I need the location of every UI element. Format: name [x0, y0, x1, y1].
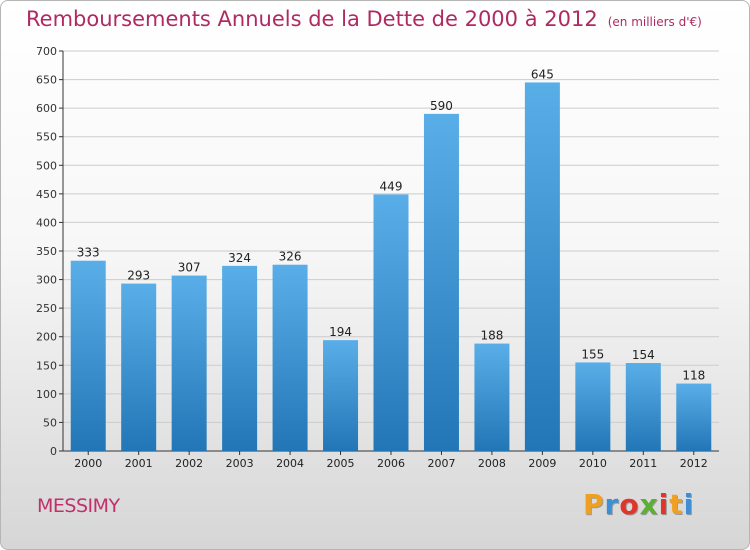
y-tick-label: 200	[36, 331, 57, 344]
data-label: 307	[178, 261, 201, 275]
bar	[625, 363, 661, 451]
chart-title-text: Remboursements Annuels de la Dette de 20…	[26, 7, 598, 31]
bar	[373, 194, 409, 451]
x-tick-label: 2010	[579, 457, 607, 470]
x-tick-label: 2006	[377, 457, 405, 470]
x-tick-label: 2008	[478, 457, 506, 470]
logo-letter: i	[683, 488, 695, 521]
y-tick-label: 500	[36, 159, 57, 172]
data-label: 645	[531, 67, 554, 81]
logo-letter: r	[604, 488, 620, 521]
commune-name: MESSIMY	[37, 495, 120, 517]
y-tick-label: 250	[36, 302, 57, 315]
y-tick-label: 350	[36, 245, 57, 258]
x-tick-label: 2011	[629, 457, 657, 470]
logo-letter: i	[658, 488, 670, 521]
x-tick-label: 2002	[175, 457, 203, 470]
data-label: 333	[77, 246, 100, 260]
x-tick-label: 2003	[226, 457, 254, 470]
bar	[222, 265, 258, 451]
y-tick-label: 150	[36, 359, 57, 372]
logo-letter: t	[669, 488, 684, 521]
x-tick-label: 2007	[427, 457, 455, 470]
bar	[474, 343, 510, 451]
y-tick-label: 400	[36, 216, 57, 229]
bar	[524, 82, 560, 451]
x-tick-label: 2009	[528, 457, 556, 470]
bar	[323, 340, 359, 451]
y-tick-label: 700	[36, 45, 57, 58]
y-tick-label: 100	[36, 388, 57, 401]
y-tick-label: 50	[43, 416, 57, 429]
x-tick-label: 2005	[327, 457, 355, 470]
bar	[121, 283, 157, 451]
chart-title: Remboursements Annuels de la Dette de 20…	[26, 7, 702, 31]
x-tick-label: 2004	[276, 457, 304, 470]
y-tick-label: 0	[50, 445, 57, 458]
y-tick-label: 300	[36, 274, 57, 287]
logo-letter: x	[639, 488, 659, 521]
data-label: 326	[279, 250, 302, 264]
chart-subtitle: (en milliers d'€)	[607, 15, 702, 29]
logo-letter: P	[583, 488, 605, 521]
x-tick-label: 2001	[125, 457, 153, 470]
bar	[676, 383, 712, 451]
data-label: 449	[380, 179, 403, 193]
bar	[70, 260, 106, 451]
data-label: 118	[682, 369, 705, 383]
data-label: 154	[632, 348, 655, 362]
y-tick-label: 650	[36, 74, 57, 87]
x-tick-label: 2000	[74, 457, 102, 470]
data-label: 324	[228, 251, 251, 265]
x-tick-label: 2012	[680, 457, 708, 470]
bar	[423, 113, 459, 451]
data-label: 590	[430, 99, 453, 113]
y-tick-label: 550	[36, 131, 57, 144]
proxiti-logo: Proxiti	[583, 488, 694, 521]
data-label: 155	[581, 347, 604, 361]
bar	[575, 362, 611, 451]
logo-letter: o	[619, 488, 640, 521]
y-tick-label: 600	[36, 102, 57, 115]
data-label: 293	[127, 269, 150, 283]
y-tick-label: 450	[36, 188, 57, 201]
data-label: 194	[329, 325, 352, 339]
bar	[272, 264, 308, 451]
bar	[171, 275, 207, 451]
data-label: 188	[480, 329, 503, 343]
